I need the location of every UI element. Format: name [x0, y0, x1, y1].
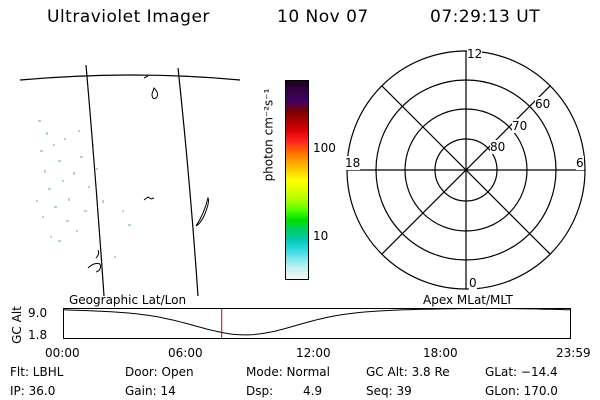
polar-diagonal-2 [381, 85, 551, 255]
dsp-label: Dsp: [246, 384, 274, 398]
mlt-label-0: 0 [469, 276, 477, 290]
ip-info: IP: 36.0 [10, 384, 56, 398]
alt-tick-max: 9.0 [28, 306, 48, 320]
time-tick-0600: 06:00 [168, 346, 203, 360]
glon-info: GLon: 170.0 [485, 384, 558, 398]
gc-alt-axis-label: GC Alt [9, 306, 24, 344]
time-tick-0000: 00:00 [45, 346, 80, 360]
mlat-label-80: 80 [490, 140, 506, 154]
seq-info: Seq: 39 [366, 384, 412, 398]
colorbar-unit-label: photon cm⁻²s⁻¹ [261, 88, 276, 182]
colorbar-tick-10: 10 [313, 229, 329, 243]
colorbar-tick-100: 100 [313, 141, 336, 155]
mode-info: Mode: Normal [246, 365, 330, 379]
time-tick-2359: 23:59 [556, 346, 591, 360]
mlt-label-18: 18 [345, 156, 361, 170]
mlt-label-6: 6 [576, 156, 584, 170]
mlat-label-70: 70 [512, 119, 528, 133]
longitude-line-east [177, 67, 199, 297]
altitude-plot [63, 308, 571, 339]
altitude-curve [63, 308, 571, 336]
apex-panel-label: Apex MLat/MLT [423, 293, 513, 307]
date-label: 10 Nov 07 [277, 7, 369, 27]
geographic-panel-label: Geographic Lat/Lon [69, 293, 187, 307]
dsp-value: 4.9 [303, 384, 323, 398]
time-tick-1200: 12:00 [296, 346, 331, 360]
glat-info: GLat: −14.4 [485, 365, 558, 379]
alt-tick-min: 1.8 [28, 328, 48, 342]
mlat-label-60: 60 [535, 97, 551, 111]
filter-info: Flt: LBHL [10, 365, 64, 379]
geographic-map [19, 64, 241, 297]
latitude-line [19, 74, 241, 81]
time-label: 07:29:13 UT [430, 7, 541, 27]
gc-alt-info: GC Alt: 3.8 Re [366, 365, 450, 379]
time-tick-1800: 18:00 [423, 346, 458, 360]
instrument-title: Ultraviolet Imager [47, 7, 210, 27]
mlt-label-12: 12 [467, 47, 483, 61]
door-info: Door: Open [125, 365, 194, 379]
coastline [151, 87, 159, 99]
auroral-speckle [36, 120, 131, 258]
intensity-colorbar [285, 80, 309, 280]
gain-info: Gain: 14 [125, 384, 176, 398]
longitude-line-west [85, 64, 105, 297]
polar-plot [346, 50, 586, 290]
